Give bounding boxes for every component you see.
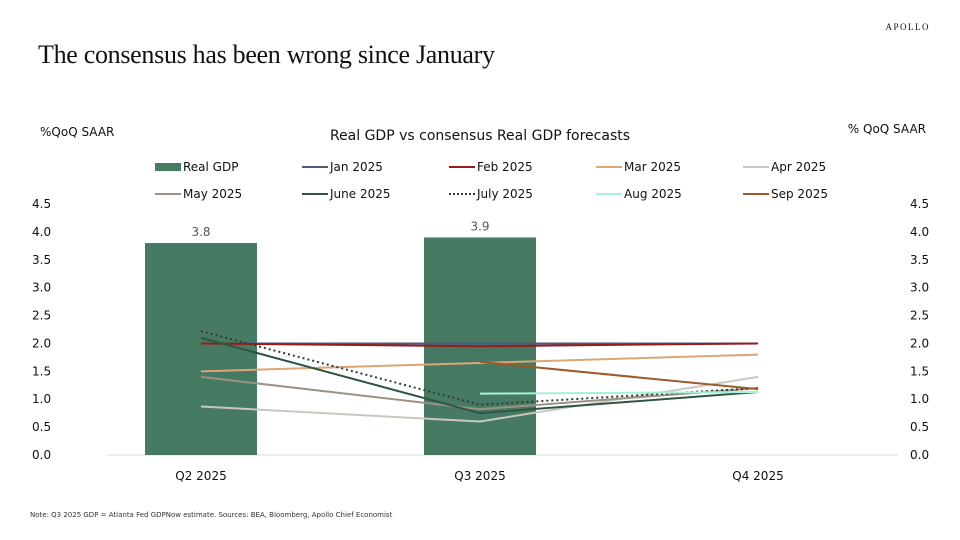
legend-label: Aug 2025 [624,187,682,201]
y-tick-right: 3.5 [910,253,929,267]
bar-real-gdp [145,243,257,455]
legend-item: July 2025 [449,185,596,203]
legend-label: July 2025 [477,187,533,201]
legend-item: Aug 2025 [596,185,743,203]
chart-title: Real GDP vs consensus Real GDP forecasts [329,128,631,144]
series-line-aug-2025 [479,390,759,395]
legend-swatch [302,166,328,168]
series-line-feb-2025 [200,342,759,348]
chart-legend: Real GDP Jan 2025 Feb 2025 Mar 2025 Apr 2025… [155,158,845,203]
legend-item: June 2025 [302,185,449,203]
y-tick-left: 4.5 [32,197,51,211]
bar-data-label: 3.8 [191,225,210,239]
y-axis-left-title: %QoQ SAAR [40,125,115,139]
legend-swatch [743,193,769,195]
series-line-july-2025 [200,330,759,406]
series-line-june-2025 [200,336,759,415]
y-tick-left: 0.0 [32,448,51,462]
bar-data-label: 3.9 [470,219,489,233]
legend-item: Apr 2025 [743,158,863,176]
y-tick-left: 2.5 [32,309,51,323]
legend-item: Jan 2025 [302,158,449,176]
legend-swatch [449,166,475,168]
legend-label: Sep 2025 [771,187,828,201]
brand-logo: APOLLO [885,22,930,32]
legend-label: Mar 2025 [624,160,681,174]
y-tick-right: 4.5 [910,197,929,211]
y-tick-right: 4.0 [910,225,929,239]
y-tick-left: 3.0 [32,281,51,295]
series-line-mar-2025 [200,353,759,373]
legend-item: May 2025 [155,185,302,203]
footnote: Note: Q3 2025 GDP = Atlanta Fed GDPNow e… [30,511,393,519]
legend-swatch [743,166,769,168]
y-axis-right-title: % QoQ SAAR [847,122,926,136]
y-tick-left: 1.0 [32,392,51,406]
y-tick-left: 1.5 [32,364,51,378]
y-tick-right: 1.0 [910,392,929,406]
y-tick-left: 0.5 [32,420,51,434]
legend-item: Mar 2025 [596,158,743,176]
legend-label: Jan 2025 [330,160,383,174]
series-line-may-2025 [200,375,759,411]
legend-label: Apr 2025 [771,160,827,174]
y-tick-right: 0.5 [910,420,929,434]
y-tick-right: 0.0 [910,448,929,462]
legend-swatch [302,193,328,195]
x-tick-label: Q2 2025 [175,469,226,483]
series-line-sep-2025 [479,360,759,391]
legend-label: Feb 2025 [477,160,533,174]
legend-swatch [449,193,475,195]
x-tick-label: Q3 2025 [454,469,505,483]
x-tick-label: Q4 2025 [732,469,783,483]
page-title: The consensus has been wrong since Janua… [38,40,495,69]
y-tick-right: 2.0 [910,336,929,350]
y-tick-left: 4.0 [32,225,51,239]
y-tick-right: 2.5 [910,309,929,323]
legend-label: June 2025 [330,187,391,201]
legend-swatch [155,163,181,171]
legend-swatch [596,166,622,168]
y-tick-right: 3.0 [910,281,929,295]
y-tick-right: 1.5 [910,364,929,378]
legend-swatch [155,193,181,195]
y-tick-left: 2.0 [32,336,51,350]
legend-item: Feb 2025 [449,158,596,176]
y-tick-left: 3.5 [32,253,51,267]
legend-label: May 2025 [183,187,243,201]
legend-item: Sep 2025 [743,185,863,203]
legend-label: Real GDP [183,160,239,174]
legend-item: Real GDP [155,158,302,176]
legend-swatch [596,193,622,195]
